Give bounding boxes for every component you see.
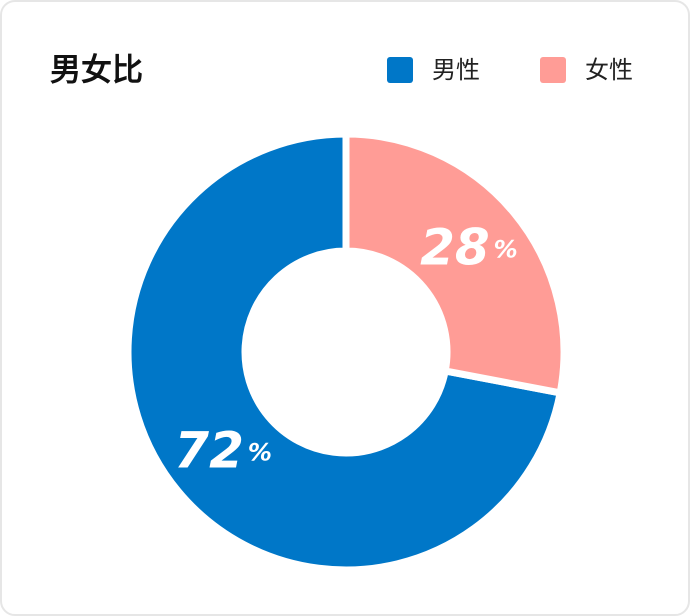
legend-swatch: [387, 57, 413, 83]
data-label-number: 72: [174, 421, 244, 479]
data-label-unit: %: [248, 439, 272, 467]
data-label: 72%: [174, 421, 272, 479]
data-label-number: 28: [420, 218, 490, 276]
data-label-unit: %: [494, 235, 518, 263]
legend-swatch: [540, 57, 566, 83]
data-label: 28%: [420, 218, 518, 276]
donut-slice: [124, 130, 565, 574]
chart-title: 男女比: [50, 53, 143, 89]
legend-label: 男性: [432, 56, 480, 84]
donut-slice: [342, 130, 568, 397]
legend-label: 女性: [585, 56, 633, 84]
